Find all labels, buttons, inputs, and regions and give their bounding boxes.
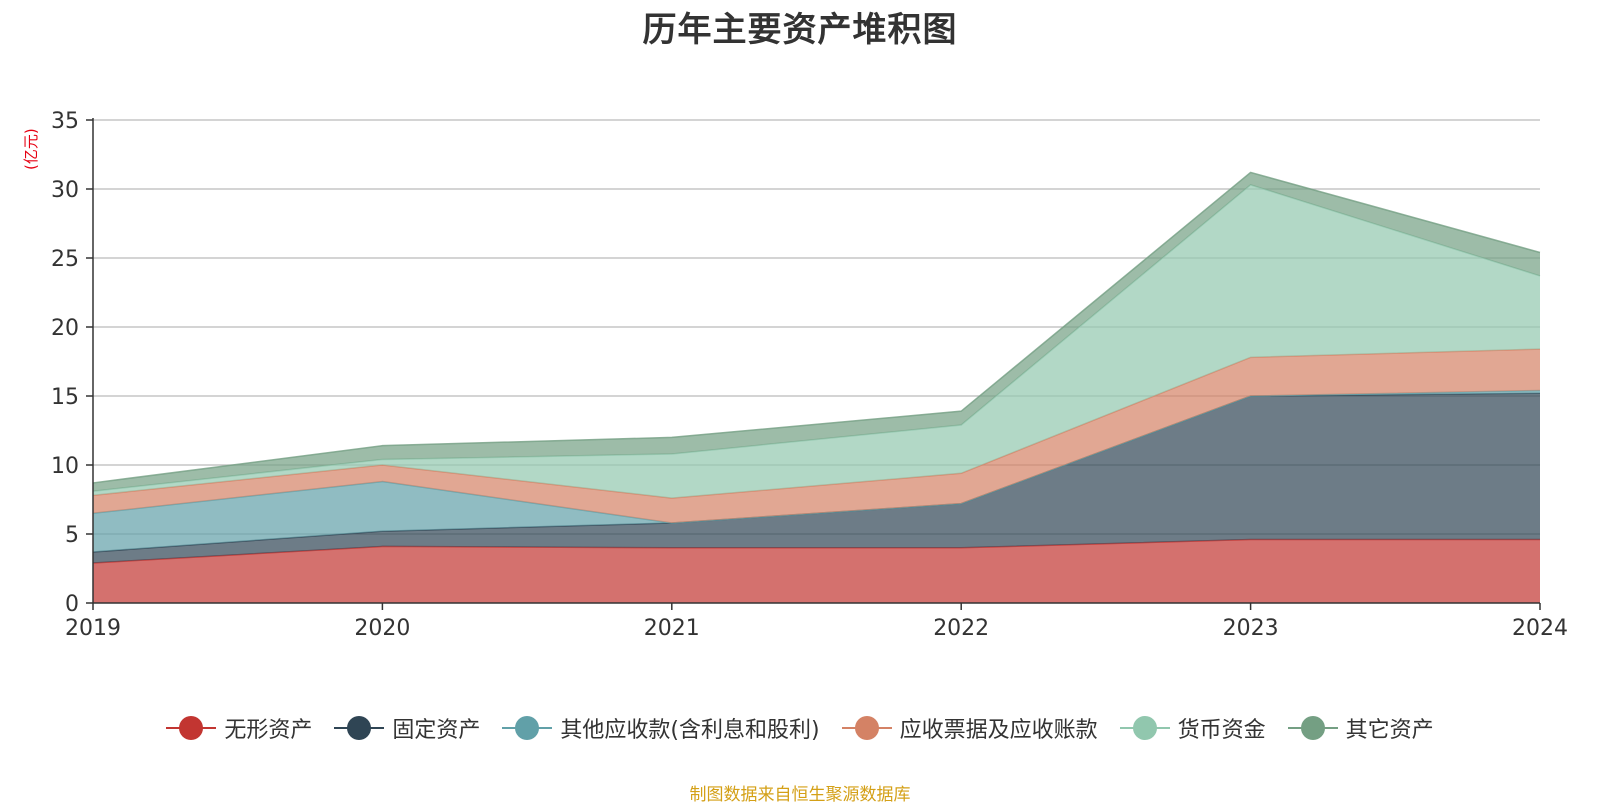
legend: 无形资产 固定资产 其他应收款(含利息和股利) 应收票据及应收账款 货币资金 其它资产 — [0, 712, 1600, 744]
y-tick-label: 30 — [51, 178, 79, 203]
y-tick-label: 35 — [51, 109, 79, 134]
x-tick-label: 2020 — [354, 616, 410, 641]
y-tick-label: 20 — [51, 316, 79, 341]
legend-label: 固定资产 — [392, 718, 481, 743]
area-series-6 — [93, 172, 1540, 492]
y-tick-label: 15 — [51, 385, 79, 410]
legend-item[interactable]: 货币资金 — [1119, 712, 1266, 744]
y-tick-label: 5 — [65, 523, 79, 548]
series-line-6 — [92, 171, 1541, 484]
y-tick-label: 25 — [51, 247, 79, 272]
legend-label: 应收票据及应收账款 — [899, 718, 1098, 743]
area-series-1 — [93, 539, 1540, 603]
area-series-4 — [93, 349, 1540, 523]
legend-item[interactable]: 其它资产 — [1287, 712, 1434, 744]
legend-item[interactable]: 固定资产 — [334, 712, 480, 744]
area-series-2 — [93, 393, 1540, 563]
data-source-note: 制图数据来自恒生聚源数据库 — [689, 785, 911, 805]
legend-marker-icon — [166, 715, 217, 741]
y-tick-label: 10 — [51, 454, 79, 479]
legend-item[interactable]: 其他应收款(含利息和股利) — [502, 712, 820, 744]
legend-marker-dot — [854, 716, 879, 740]
legend-marker-dot — [347, 716, 372, 740]
legend-marker-icon — [841, 715, 892, 741]
x-tick-label: 2023 — [1223, 616, 1279, 641]
area-series-5 — [93, 184, 1540, 499]
legend-marker-icon — [334, 715, 385, 741]
x-tick-label: 2022 — [933, 616, 989, 641]
legend-marker-dot — [1132, 716, 1157, 740]
legend-marker-icon — [502, 715, 553, 741]
x-tick-label: 2024 — [1512, 616, 1568, 641]
chart-title: 历年主要资产堆积图 — [642, 10, 958, 50]
x-tick-label: 2019 — [65, 616, 121, 641]
legend-marker-dot — [1300, 716, 1325, 740]
legend-label: 其他应收款(含利息和股利) — [560, 718, 820, 743]
y-tick-label: 0 — [65, 592, 79, 617]
legend-marker-dot — [179, 716, 204, 740]
legend-label: 其它资产 — [1345, 718, 1434, 743]
axes: 0 5 10 15 20 25 30 35 2019 2020 2021 2022 2023 2024 — [51, 109, 1568, 641]
stacked-area-chart: 0 5 10 15 20 25 30 35 2019 2020 2021 2022 2023 2024 — [51, 109, 1568, 641]
legend-marker-icon — [1287, 715, 1338, 741]
area-series-3 — [93, 390, 1540, 552]
legend-label: 无形资产 — [224, 718, 313, 743]
legend-item[interactable]: 无形资产 — [166, 712, 312, 744]
area-series — [92, 171, 1541, 603]
legend-marker-icon — [1119, 715, 1170, 741]
legend-label: 货币资金 — [1177, 718, 1266, 743]
legend-item[interactable]: 应收票据及应收账款 — [841, 712, 1098, 744]
legend-marker-dot — [515, 716, 540, 740]
x-tick-label: 2021 — [644, 616, 700, 641]
